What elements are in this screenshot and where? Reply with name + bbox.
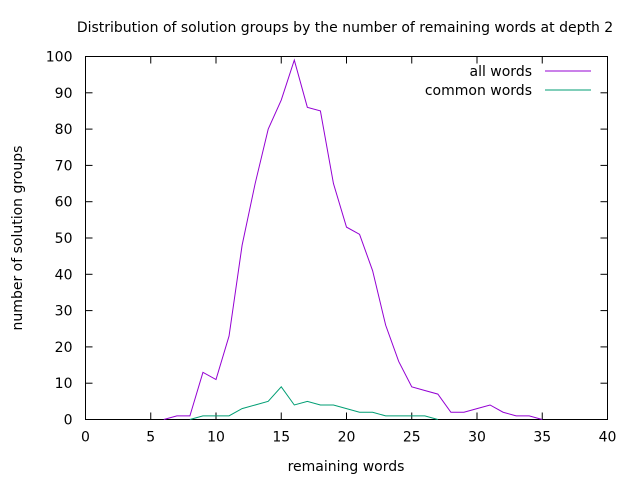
x-axis-label: remaining words [288, 459, 405, 475]
y-tick-label: 100 [46, 50, 73, 66]
y-tick-label: 40 [55, 267, 73, 283]
y-tick-label: 0 [64, 413, 73, 429]
y-tick-label: 80 [55, 122, 73, 138]
plot-border [85, 56, 608, 420]
y-tick-label: 20 [55, 340, 73, 356]
x-tick-label: 35 [533, 430, 551, 446]
x-tick-label: 40 [599, 430, 617, 446]
x-tick-label: 0 [81, 430, 90, 446]
legend-label-common-words: common words [425, 83, 532, 99]
y-axis-ticks: 0 10 20 30 40 50 60 70 80 90 100 [46, 50, 608, 429]
y-tick-label: 30 [55, 304, 73, 320]
x-tick-label: 15 [272, 430, 290, 446]
chart-title: Distribution of solution groups by the n… [77, 20, 613, 36]
legend-label-all-words: all words [469, 64, 532, 80]
y-axis-label: number of solution groups [10, 146, 26, 331]
y-tick-label: 50 [55, 231, 73, 247]
x-tick-label: 25 [403, 430, 421, 446]
series-line-all-words [163, 58, 543, 420]
y-tick-label: 60 [55, 195, 73, 211]
legend: all words common words [425, 64, 591, 99]
series-line-common-words [189, 386, 438, 420]
x-tick-label: 10 [207, 430, 225, 446]
x-axis-ticks: 0 5 10 15 20 25 30 35 40 [81, 56, 617, 446]
x-tick-label: 5 [146, 430, 155, 446]
y-tick-label: 90 [55, 86, 73, 102]
x-tick-label: 30 [468, 430, 486, 446]
y-tick-label: 10 [55, 376, 73, 392]
x-tick-label: 20 [338, 430, 356, 446]
y-tick-label: 70 [55, 158, 73, 174]
series-layer [163, 58, 543, 420]
plot-frame [85, 56, 608, 420]
